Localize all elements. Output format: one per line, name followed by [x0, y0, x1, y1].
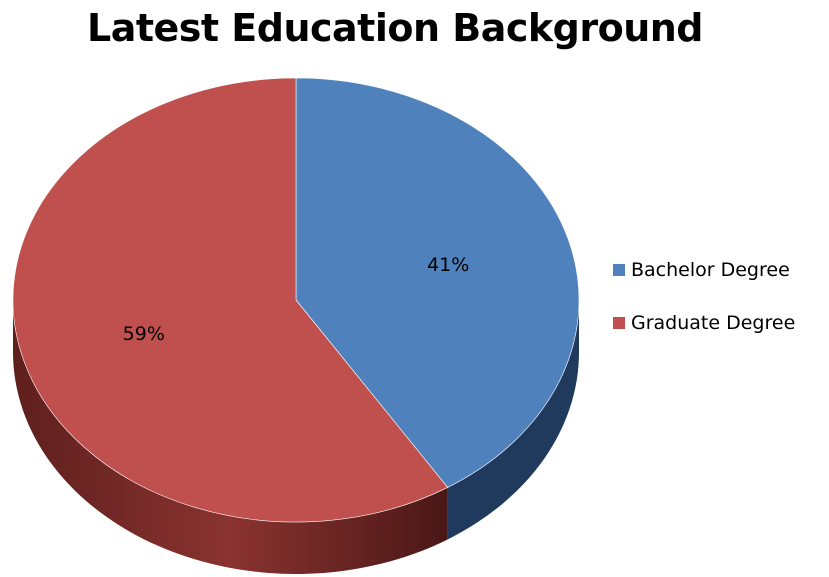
pie-side-graduate [13, 300, 448, 574]
legend-label-bachelor: Bachelor Degree [631, 258, 790, 281]
pie-slice-graduate [12, 77, 449, 523]
chart-title: Latest Education Background [86, 6, 704, 50]
legend-item-graduate: Graduate Degree [613, 309, 795, 336]
legend-item-bachelor: Bachelor Degree [613, 256, 795, 283]
legend: Bachelor Degree Graduate Degree [613, 256, 795, 362]
slice-label-bachelor: 41% [427, 254, 469, 276]
slice-labels: 41% 59% [123, 254, 470, 345]
pie-slices [12, 77, 580, 523]
legend-label-graduate: Graduate Degree [631, 311, 796, 334]
slice-label-graduate: 59% [123, 323, 165, 345]
pie-sides [13, 300, 579, 574]
pie-slice-bachelor [295, 77, 580, 488]
pie-side-bachelor [447, 300, 579, 540]
legend-swatch-bachelor [613, 263, 625, 276]
legend-swatch-graduate [613, 316, 625, 329]
